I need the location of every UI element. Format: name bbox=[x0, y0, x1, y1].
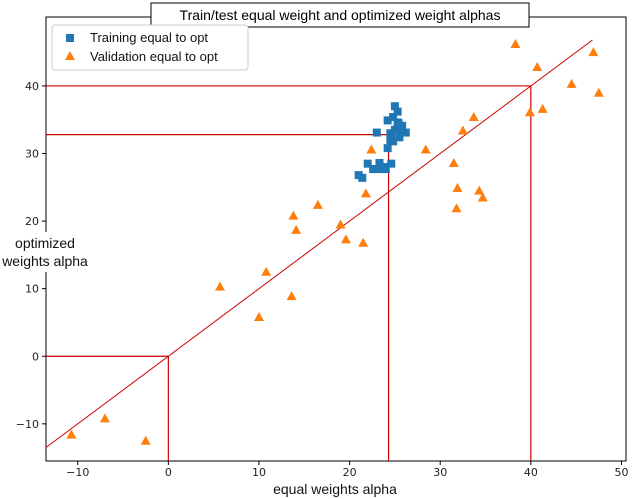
training-point-21 bbox=[398, 121, 407, 130]
validation-point-24 bbox=[524, 107, 535, 117]
legend-label-validation: Validation equal to opt bbox=[90, 49, 218, 64]
y-axis-label: optimized weights alpha bbox=[1, 232, 88, 272]
validation-point-14 bbox=[366, 144, 377, 154]
validation-point-18 bbox=[452, 182, 463, 192]
validation-point-28 bbox=[588, 47, 599, 57]
validation-point-6 bbox=[286, 291, 297, 301]
validation-point-3 bbox=[215, 281, 225, 291]
x-axis-label: equal weights alpha bbox=[273, 481, 397, 497]
training-point-9 bbox=[381, 165, 390, 174]
validation-point-16 bbox=[448, 157, 459, 167]
training-point-2 bbox=[363, 159, 372, 168]
x-tick-label-3: 20 bbox=[343, 466, 357, 479]
validation-point-10 bbox=[335, 219, 346, 229]
x-tick-label-2: 10 bbox=[252, 466, 266, 479]
validation-point-25 bbox=[532, 62, 543, 72]
x-tick-label-5: 40 bbox=[524, 466, 538, 479]
training-point-25 bbox=[393, 118, 402, 127]
validation-point-2 bbox=[140, 435, 151, 445]
training-point-16 bbox=[390, 102, 399, 111]
validation-point-8 bbox=[291, 224, 302, 234]
chart-title: Train/test equal weight and optimized we… bbox=[180, 7, 501, 23]
y-axis-label-background bbox=[2, 232, 88, 272]
validation-point-20 bbox=[468, 112, 479, 122]
validation-point-27 bbox=[566, 78, 577, 88]
y-axis-label-line-1: optimized bbox=[15, 235, 75, 251]
guide-lines bbox=[45, 39, 593, 461]
legend-marker-validation bbox=[65, 51, 75, 60]
legend-marker-training bbox=[66, 34, 74, 42]
y-tick-label-2: 10 bbox=[25, 283, 39, 296]
x-tick-label-4: 30 bbox=[433, 466, 447, 479]
training-point-15 bbox=[387, 132, 396, 141]
legend-box bbox=[51, 24, 249, 71]
training-point-1 bbox=[358, 173, 367, 182]
diagonal-reference-line bbox=[45, 39, 593, 448]
validation-point-19 bbox=[457, 125, 468, 135]
validation-point-0 bbox=[66, 429, 77, 439]
validation-point-29 bbox=[593, 87, 604, 97]
validation-point-12 bbox=[358, 237, 369, 247]
title-box bbox=[150, 2, 530, 28]
x-tick-label-6: 50 bbox=[614, 466, 628, 479]
validation-point-11 bbox=[340, 234, 351, 244]
validation-point-17 bbox=[451, 203, 462, 213]
y-axis-label-line-2: weights alpha bbox=[1, 253, 88, 269]
validation-point-21 bbox=[474, 185, 485, 195]
training-point-17 bbox=[393, 107, 402, 116]
validation-point-1 bbox=[99, 413, 110, 423]
training-point-7 bbox=[372, 128, 381, 137]
validation-point-9 bbox=[312, 199, 323, 209]
legend-label-training: Training equal to opt bbox=[90, 30, 208, 45]
training-point-4 bbox=[372, 165, 381, 174]
axis-ticks: −10 0 10 20 30 40 50 −10 0 10 20 30 40 bbox=[16, 80, 629, 479]
validation-point-7 bbox=[288, 210, 299, 220]
training-point-23 bbox=[401, 128, 410, 137]
training-point-24 bbox=[387, 159, 396, 168]
training-point-20 bbox=[396, 126, 405, 135]
validation-point-13 bbox=[360, 188, 371, 198]
data-points bbox=[66, 39, 604, 445]
training-point-22 bbox=[395, 133, 404, 142]
y-tick-label-0: −10 bbox=[16, 418, 39, 431]
validation-point-23 bbox=[510, 39, 521, 49]
y-tick-label-3: 20 bbox=[25, 215, 39, 228]
validation-point-22 bbox=[477, 192, 488, 202]
validation-point-4 bbox=[253, 312, 264, 322]
legend: Training equal to opt Validation equal t… bbox=[51, 24, 249, 71]
y-tick-label-1: 0 bbox=[32, 350, 39, 363]
training-point-13 bbox=[383, 116, 392, 125]
training-point-26 bbox=[389, 137, 398, 146]
training-point-5 bbox=[375, 158, 384, 167]
training-point-14 bbox=[389, 113, 398, 122]
validation-point-26 bbox=[537, 103, 548, 113]
y-tick-label-4: 30 bbox=[25, 148, 39, 161]
x-tick-label-1: 0 bbox=[165, 466, 172, 479]
training-point-19 bbox=[390, 125, 399, 134]
training-point-10 bbox=[383, 144, 392, 153]
plot-area bbox=[45, 16, 627, 462]
validation-point-5 bbox=[261, 266, 272, 276]
x-tick-label-0: −10 bbox=[66, 466, 89, 479]
y-tick-label-5: 40 bbox=[25, 80, 39, 93]
validation-point-15 bbox=[420, 144, 431, 154]
